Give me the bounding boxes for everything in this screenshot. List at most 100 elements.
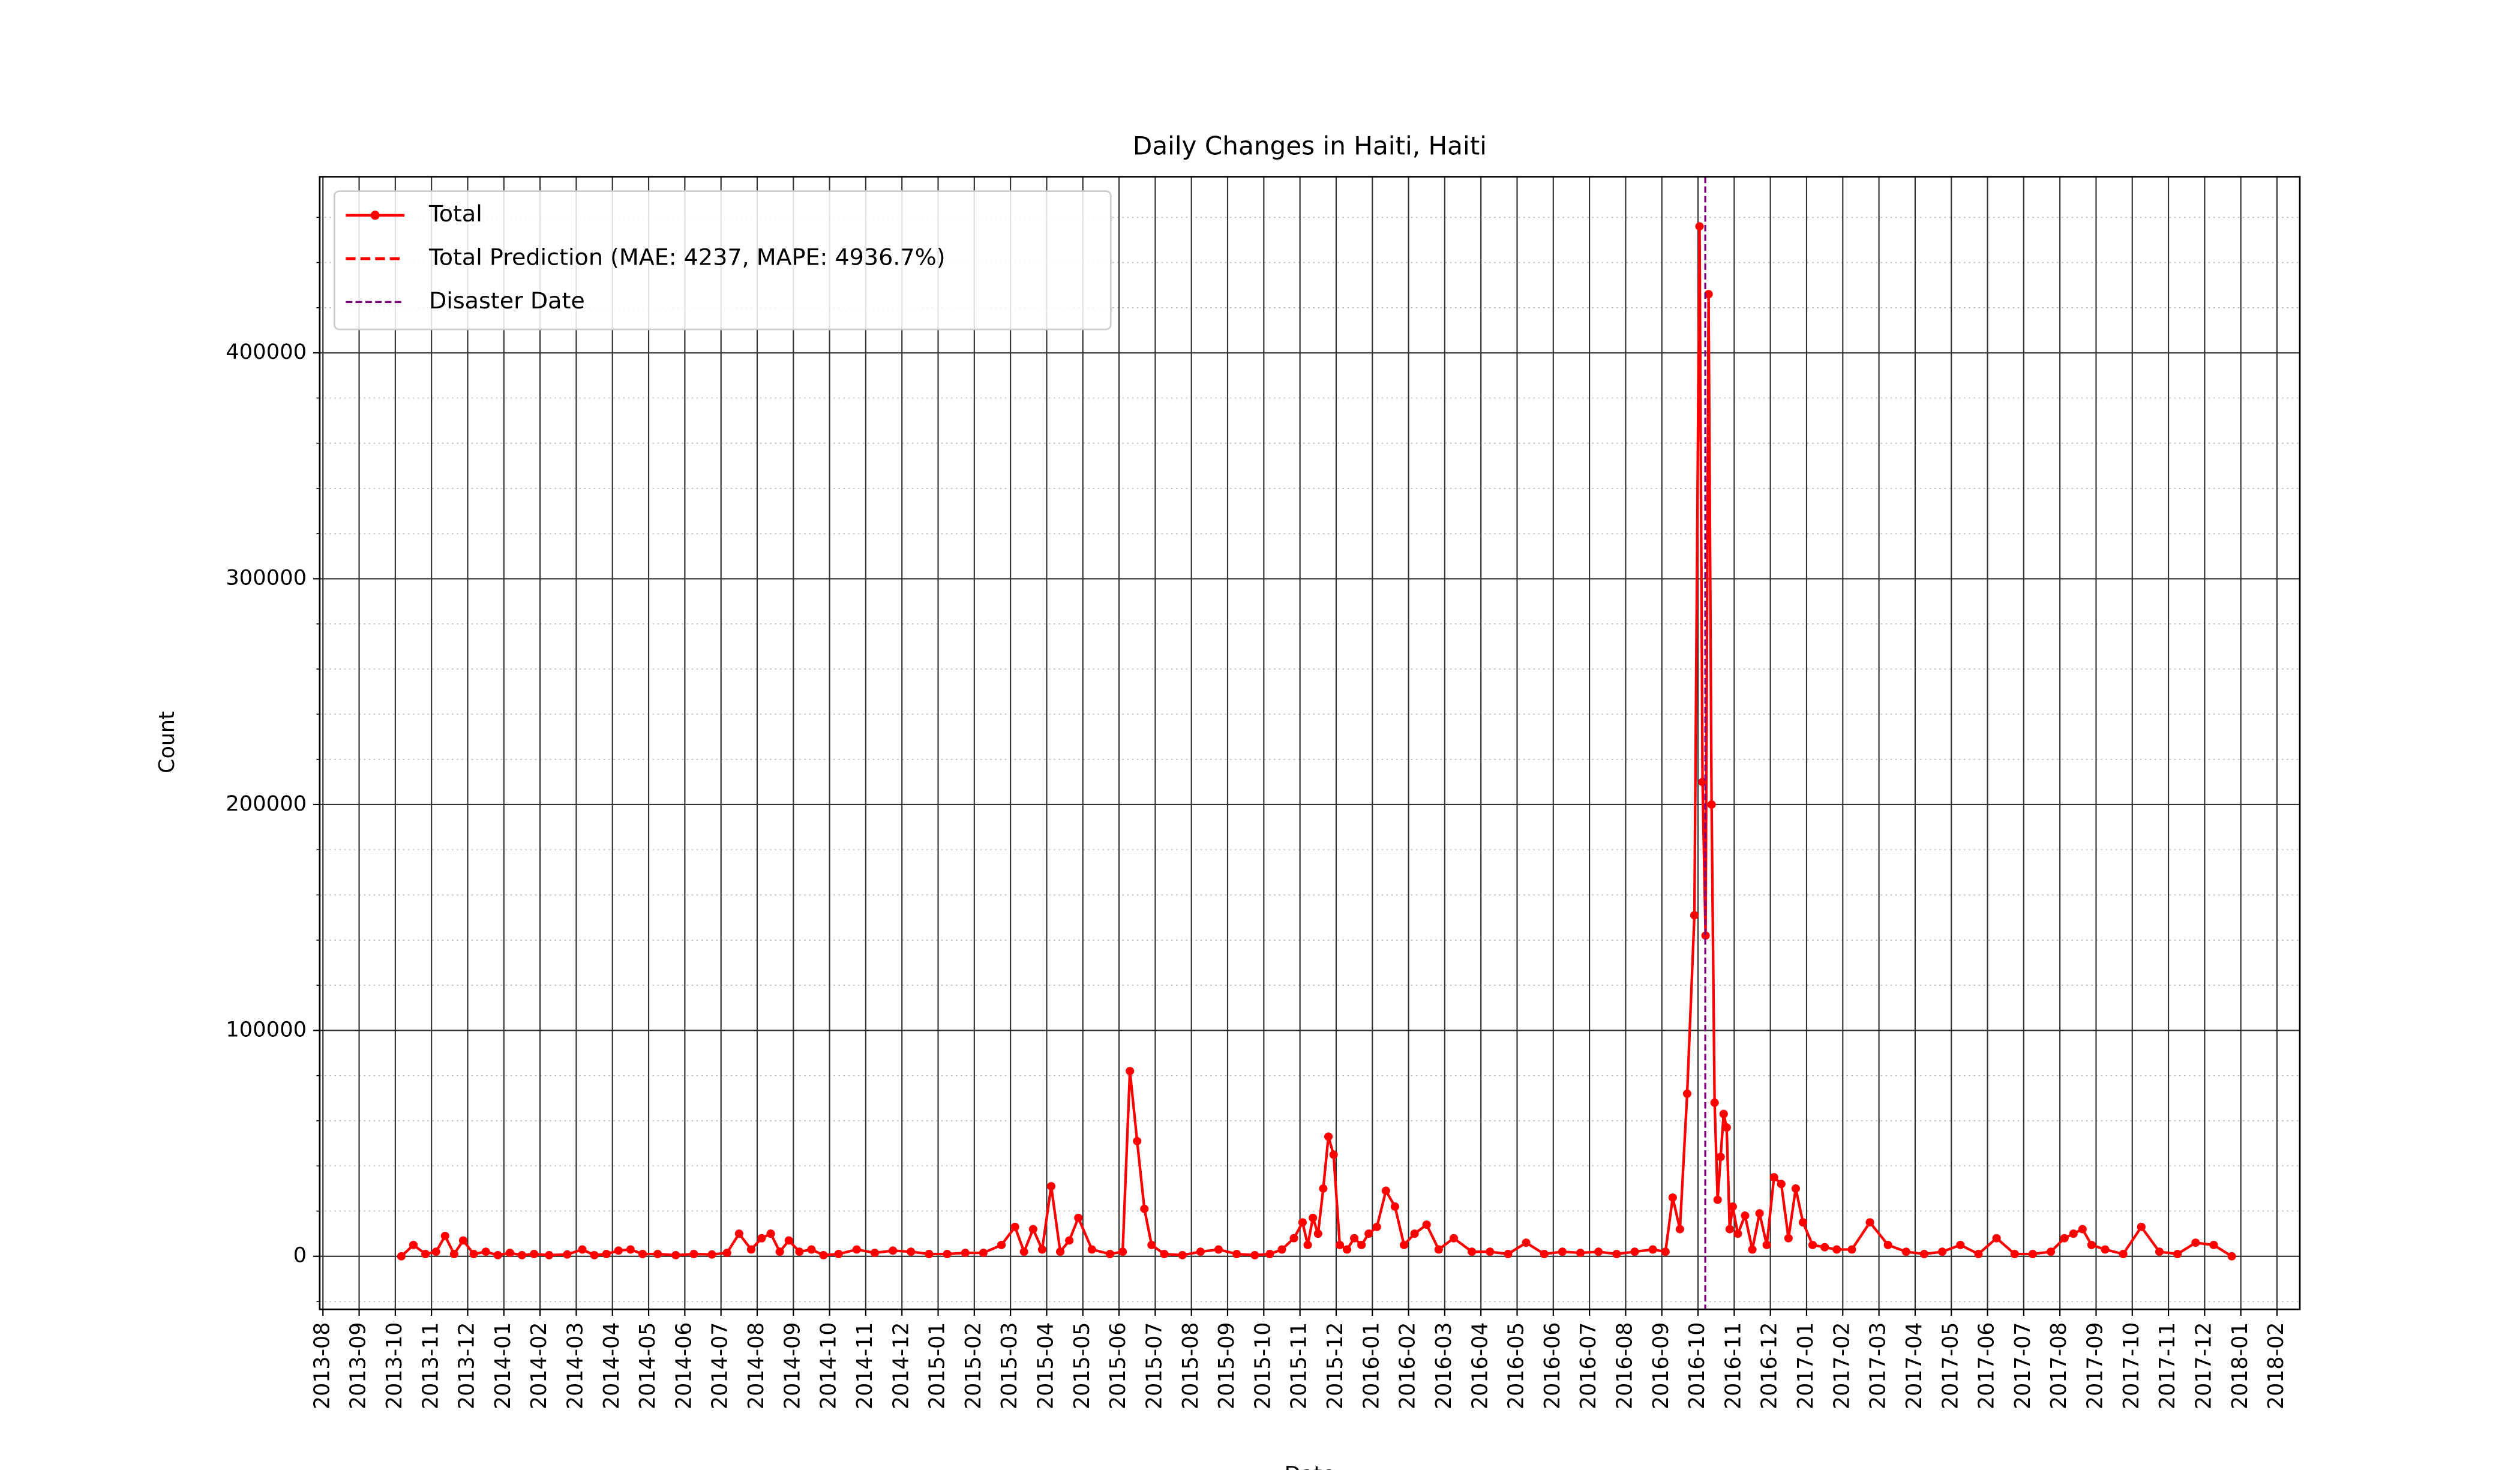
x-tick-label: 2017-10 xyxy=(2119,1322,2144,1409)
point xyxy=(2047,1247,2056,1256)
x-tick-label: 2017-08 xyxy=(2047,1322,2071,1409)
point xyxy=(1865,1218,1874,1227)
point xyxy=(1028,1225,1037,1234)
point xyxy=(961,1249,970,1258)
point xyxy=(1010,1222,1019,1231)
point xyxy=(1630,1247,1639,1256)
point xyxy=(1298,1218,1307,1227)
point xyxy=(2060,1234,2069,1243)
point xyxy=(1449,1234,1459,1243)
point xyxy=(409,1241,418,1249)
point xyxy=(870,1249,880,1258)
x-tick-label: 2014-05 xyxy=(635,1322,660,1409)
point xyxy=(529,1250,539,1258)
x-tick-label: 2014-06 xyxy=(671,1322,696,1409)
point xyxy=(1087,1245,1096,1254)
point xyxy=(1769,1173,1778,1182)
point xyxy=(1701,931,1710,940)
point xyxy=(1303,1241,1312,1249)
legend-label: Disaster Date xyxy=(429,287,585,314)
point xyxy=(795,1247,804,1256)
point xyxy=(1784,1234,1793,1243)
x-tick-label: 2015-03 xyxy=(997,1322,1022,1409)
x-tick-label: 2014-08 xyxy=(744,1322,769,1409)
x-tick-label: 2014-01 xyxy=(491,1322,515,1409)
point xyxy=(807,1245,816,1254)
point xyxy=(1265,1250,1274,1258)
point xyxy=(1196,1247,1205,1256)
x-tick-label: 2014-03 xyxy=(563,1322,587,1409)
point xyxy=(1808,1241,1817,1249)
point xyxy=(784,1236,793,1245)
point xyxy=(1820,1243,1829,1252)
y-tick-label: 200000 xyxy=(226,791,307,816)
point xyxy=(925,1250,934,1258)
point xyxy=(722,1249,731,1258)
x-tick-label: 2013-11 xyxy=(418,1322,443,1409)
point xyxy=(397,1252,406,1261)
point xyxy=(1713,1195,1722,1204)
point xyxy=(1037,1245,1046,1254)
point xyxy=(517,1250,527,1259)
point xyxy=(614,1246,623,1255)
legend-label: Total xyxy=(428,200,482,227)
point xyxy=(689,1250,698,1258)
x-tick-label: 2017-05 xyxy=(1938,1322,1963,1409)
point xyxy=(671,1250,680,1259)
x-axis-label: Date xyxy=(1285,1462,1335,1470)
point xyxy=(1390,1202,1400,1211)
x-tick-label: 2013-12 xyxy=(454,1322,479,1409)
x-tick-label: 2015-07 xyxy=(1142,1322,1166,1409)
point xyxy=(449,1250,458,1258)
point xyxy=(1486,1247,1495,1256)
point xyxy=(1798,1218,1808,1227)
point xyxy=(481,1247,490,1256)
point xyxy=(1791,1184,1800,1193)
point xyxy=(1074,1213,1083,1222)
point xyxy=(653,1250,662,1258)
point xyxy=(469,1250,478,1258)
point xyxy=(1919,1250,1929,1258)
point xyxy=(1324,1132,1333,1141)
point xyxy=(1319,1184,1328,1193)
y-tick-label: 300000 xyxy=(226,566,307,590)
point xyxy=(458,1236,468,1245)
point xyxy=(2078,1225,2087,1234)
point xyxy=(1504,1250,1513,1258)
point xyxy=(1956,1241,1965,1249)
point xyxy=(1901,1247,1910,1256)
point xyxy=(1250,1250,1259,1259)
point xyxy=(1126,1067,1135,1076)
x-tick-label: 2016-10 xyxy=(1685,1322,1709,1409)
point xyxy=(1522,1238,1531,1247)
point xyxy=(1309,1213,1318,1222)
point xyxy=(1357,1241,1366,1249)
point xyxy=(1725,1225,1734,1234)
point xyxy=(2137,1222,2146,1231)
point xyxy=(1140,1204,1149,1213)
point xyxy=(819,1250,828,1259)
point xyxy=(1695,222,1704,231)
point xyxy=(852,1245,861,1254)
point xyxy=(1777,1180,1786,1189)
x-tick-label: 2018-02 xyxy=(2264,1322,2288,1409)
point xyxy=(775,1247,784,1256)
x-tick-label: 2015-08 xyxy=(1178,1322,1203,1409)
point xyxy=(563,1250,572,1259)
x-tick-label: 2013-09 xyxy=(346,1322,370,1409)
x-tick-label: 2015-04 xyxy=(1033,1322,1058,1409)
point xyxy=(440,1231,449,1240)
point xyxy=(602,1250,611,1258)
x-tick-label: 2016-04 xyxy=(1468,1322,1492,1409)
point xyxy=(1342,1245,1352,1254)
x-tick-label: 2016-03 xyxy=(1432,1322,1456,1409)
x-tick-label: 2017-02 xyxy=(1829,1322,1854,1409)
point xyxy=(1594,1247,1603,1256)
point xyxy=(1277,1245,1286,1254)
x-tick-label: 2015-01 xyxy=(925,1322,949,1409)
point xyxy=(1733,1229,1742,1238)
point xyxy=(766,1229,775,1238)
point xyxy=(1372,1222,1381,1231)
point xyxy=(734,1229,743,1238)
